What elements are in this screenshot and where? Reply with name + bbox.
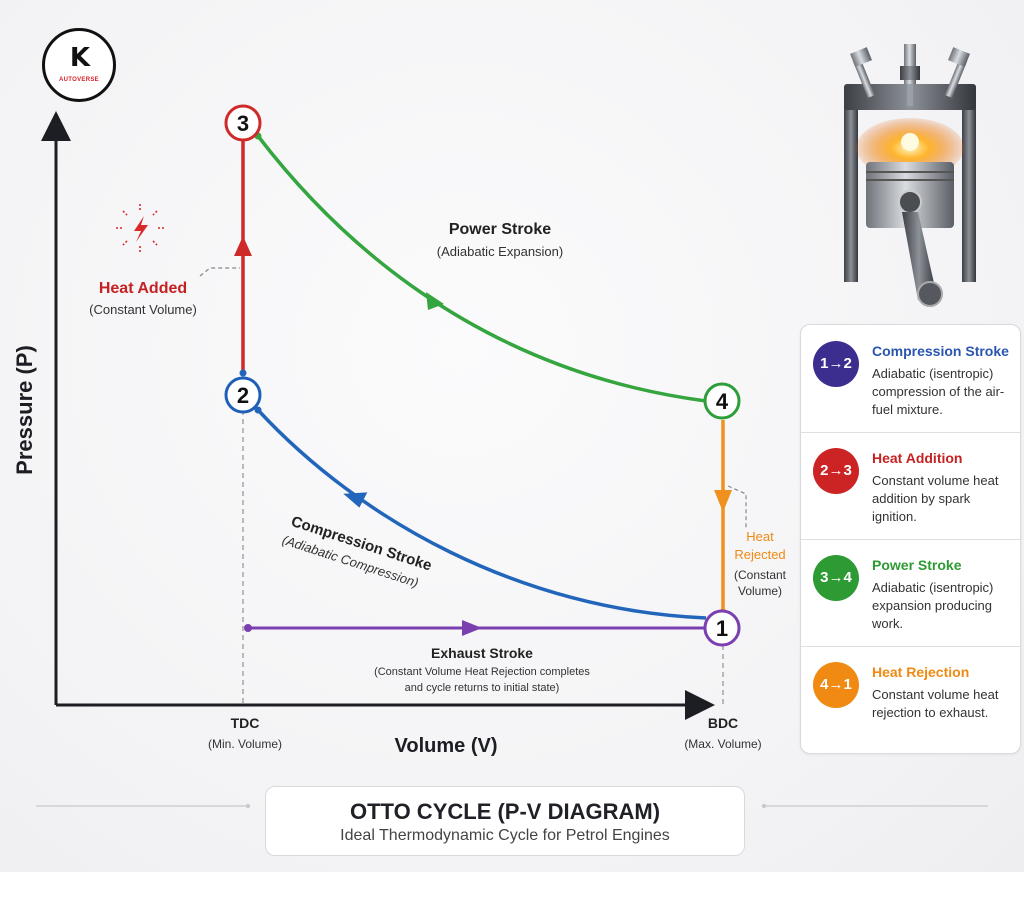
page-subtitle: Ideal Thermodynamic Cycle for Petrol Eng… <box>340 827 670 844</box>
legend-panel: 1→2 Compression Stroke Adiabatic (isentr… <box>800 324 1021 754</box>
state-point-3: 3 <box>224 104 262 142</box>
engine-piston-icon <box>844 44 976 307</box>
heat-rejected-label-2: Rejected <box>734 547 785 562</box>
spark-icon <box>116 204 164 252</box>
legend-title: Heat Addition <box>872 450 963 466</box>
legend-title: Heat Rejection <box>872 664 970 680</box>
exhaust-stroke-label: Exhaust Stroke <box>431 645 533 661</box>
diagram-canvas: K AUTOVERSE <box>0 0 1024 872</box>
title-box: OTTO CYCLE (P-V DIAGRAM) Ideal Thermodyn… <box>265 786 745 856</box>
legend-item-heat-addition: 2→3 Heat Addition Constant volume heat a… <box>801 432 1020 540</box>
page-title: OTTO CYCLE (P-V DIAGRAM) <box>349 799 661 824</box>
junction-dot <box>254 406 262 414</box>
legend-badge: 3→4 <box>813 555 859 601</box>
heat-addition-arrow-icon <box>234 236 252 256</box>
logo-text: AUTOVERSE <box>59 77 99 83</box>
heat-rejected-sublabel-2: Volume) <box>738 584 782 598</box>
legend-badge: 4→1 <box>813 662 859 708</box>
point-label: 2 <box>237 383 249 408</box>
legend-desc: Constant volume heat addition by spark i… <box>872 473 999 524</box>
point-label: 3 <box>237 111 249 136</box>
y-axis-label: Pressure (P) <box>12 345 37 475</box>
legend-item-heat-rejection: 4→1 Heat Rejection Constant volume heat … <box>801 646 1020 753</box>
power-curve <box>256 134 707 403</box>
heat-rejected-leader <box>727 485 747 528</box>
heat-added-label: Heat Added <box>99 280 187 297</box>
point-label: 4 <box>716 389 729 414</box>
legend-badge: 2→3 <box>813 448 859 494</box>
tdc-label: TDC <box>231 715 260 731</box>
compression-arrow-icon <box>343 492 368 508</box>
state-point-1: 1 <box>703 609 741 647</box>
x-axis-label: Volume (V) <box>395 735 498 757</box>
exhaust-end-dot <box>244 624 252 632</box>
state-point-4: 4 <box>703 382 741 420</box>
heat-rejected-sublabel-1: (Constant <box>734 568 787 582</box>
legend-title: Power Stroke <box>872 557 962 573</box>
tdc-sublabel: (Min. Volume) <box>208 737 282 751</box>
legend-desc: Adiabatic (isentropic) compression of th… <box>872 366 1005 417</box>
compression-curve <box>256 408 707 620</box>
legend-item-compression: 1→2 Compression Stroke Adiabatic (isentr… <box>801 325 1020 433</box>
bdc-label: BDC <box>708 715 738 731</box>
power-stroke-label: Power Stroke <box>449 221 551 238</box>
exhaust-arrow-icon <box>462 620 482 636</box>
legend-desc: Constant volume heat rejection to exhaus… <box>872 687 999 720</box>
exhaust-stroke-sublabel-1: (Constant Volume Heat Rejection complete… <box>374 666 590 678</box>
power-stroke-sublabel: (Adiabatic Expansion) <box>437 244 563 259</box>
power-arrow-icon <box>426 292 444 310</box>
autoverse-logo: K AUTOVERSE <box>42 28 116 102</box>
state-point-2: 2 <box>224 376 262 414</box>
logo-mark: K <box>65 45 93 71</box>
junction-dot <box>239 369 247 377</box>
bdc-sublabel: (Max. Volume) <box>684 737 761 751</box>
heat-rejection-arrow-icon <box>714 490 732 512</box>
point-label: 1 <box>716 616 728 641</box>
legend-title: Compression Stroke <box>872 343 1009 359</box>
pv-diagram: 3 2 4 1 <box>12 44 988 809</box>
title-rule-left-dot <box>245 803 251 809</box>
heat-added-sublabel: (Constant Volume) <box>89 302 197 317</box>
legend-desc: Adiabatic (isentropic) expansion produci… <box>872 580 994 631</box>
exhaust-stroke-sublabel-2: and cycle returns to initial state) <box>405 682 560 694</box>
legend-item-power-stroke: 3→4 Power Stroke Adiabatic (isentropic) … <box>801 539 1020 647</box>
legend-badge: 1→2 <box>813 341 859 387</box>
heat-rejected-label-1: Heat <box>746 529 774 544</box>
title-rule-right-dot <box>761 803 767 809</box>
heat-added-leader <box>199 267 240 277</box>
